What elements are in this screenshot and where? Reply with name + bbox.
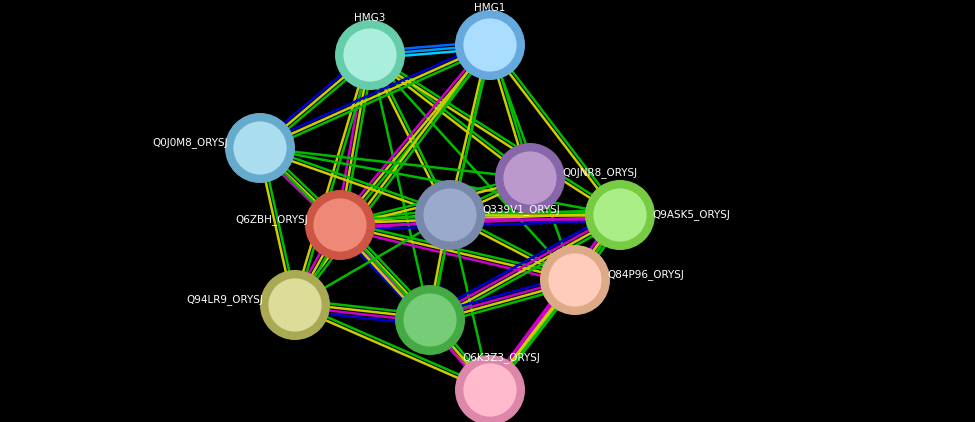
Circle shape — [462, 17, 518, 73]
Text: Q84P96_ORYSJ: Q84P96_ORYSJ — [607, 270, 683, 281]
Circle shape — [312, 197, 368, 253]
Text: Q339V1_ORYSJ: Q339V1_ORYSJ — [482, 205, 560, 216]
Circle shape — [422, 187, 478, 243]
Circle shape — [402, 292, 458, 348]
Text: HMG1: HMG1 — [474, 3, 506, 13]
Text: HMG3: HMG3 — [354, 13, 386, 23]
Circle shape — [335, 20, 405, 90]
Circle shape — [585, 180, 655, 250]
Circle shape — [305, 190, 375, 260]
Text: Q6ZBH_ORYSJ: Q6ZBH_ORYSJ — [235, 214, 308, 225]
Circle shape — [395, 285, 465, 355]
Text: Q6K3Z3_ORYSJ: Q6K3Z3_ORYSJ — [462, 352, 540, 363]
Circle shape — [260, 270, 330, 340]
Circle shape — [232, 120, 288, 176]
Circle shape — [502, 150, 558, 206]
Text: Q0JNR8_ORYSJ: Q0JNR8_ORYSJ — [562, 168, 637, 179]
Circle shape — [547, 252, 603, 308]
Circle shape — [267, 277, 323, 333]
Circle shape — [462, 362, 518, 418]
Circle shape — [592, 187, 648, 243]
Text: Q94LR9_ORYSJ: Q94LR9_ORYSJ — [186, 295, 263, 306]
Circle shape — [225, 113, 295, 183]
Circle shape — [342, 27, 398, 83]
Text: Q0J0M8_ORYSJ: Q0J0M8_ORYSJ — [152, 138, 228, 149]
Circle shape — [415, 180, 485, 250]
Text: Q9ASK5_ORYSJ: Q9ASK5_ORYSJ — [652, 210, 730, 220]
Circle shape — [495, 143, 565, 213]
Circle shape — [455, 10, 525, 80]
Circle shape — [455, 355, 525, 422]
Circle shape — [540, 245, 610, 315]
